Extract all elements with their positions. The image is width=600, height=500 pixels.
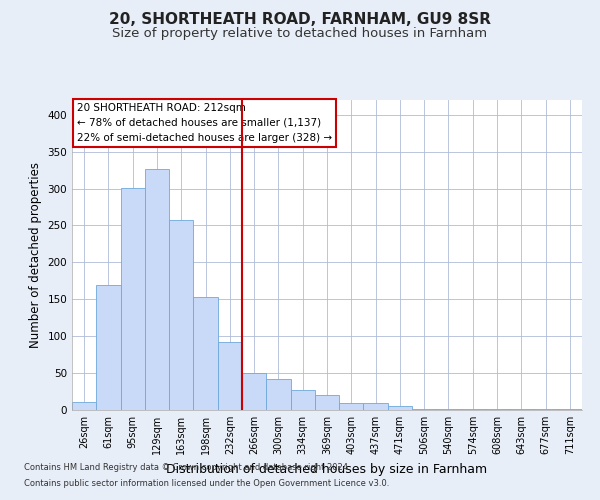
Bar	[461, 408, 485, 410]
Bar	[169, 220, 193, 410]
Bar	[436, 408, 461, 410]
Bar	[242, 373, 266, 410]
Text: Size of property relative to detached houses in Farnham: Size of property relative to detached ho…	[112, 28, 488, 40]
Bar	[364, 404, 388, 410]
Bar	[218, 342, 242, 410]
Bar	[315, 395, 339, 410]
Bar	[72, 402, 96, 410]
Bar	[290, 390, 315, 410]
Text: 20 SHORTHEATH ROAD: 212sqm
← 78% of detached houses are smaller (1,137)
22% of s: 20 SHORTHEATH ROAD: 212sqm ← 78% of deta…	[77, 103, 332, 142]
Y-axis label: Number of detached properties: Number of detached properties	[29, 162, 42, 348]
X-axis label: Distribution of detached houses by size in Farnham: Distribution of detached houses by size …	[166, 462, 488, 475]
Bar	[121, 188, 145, 410]
Bar	[145, 170, 169, 410]
Bar	[193, 297, 218, 410]
Bar	[339, 402, 364, 410]
Text: Contains HM Land Registry data © Crown copyright and database right 2024.: Contains HM Land Registry data © Crown c…	[24, 464, 350, 472]
Text: 20, SHORTHEATH ROAD, FARNHAM, GU9 8SR: 20, SHORTHEATH ROAD, FARNHAM, GU9 8SR	[109, 12, 491, 28]
Bar	[412, 408, 436, 410]
Bar	[266, 379, 290, 410]
Bar	[558, 408, 582, 410]
Bar	[388, 406, 412, 410]
Bar	[96, 284, 121, 410]
Text: Contains public sector information licensed under the Open Government Licence v3: Contains public sector information licen…	[24, 478, 389, 488]
